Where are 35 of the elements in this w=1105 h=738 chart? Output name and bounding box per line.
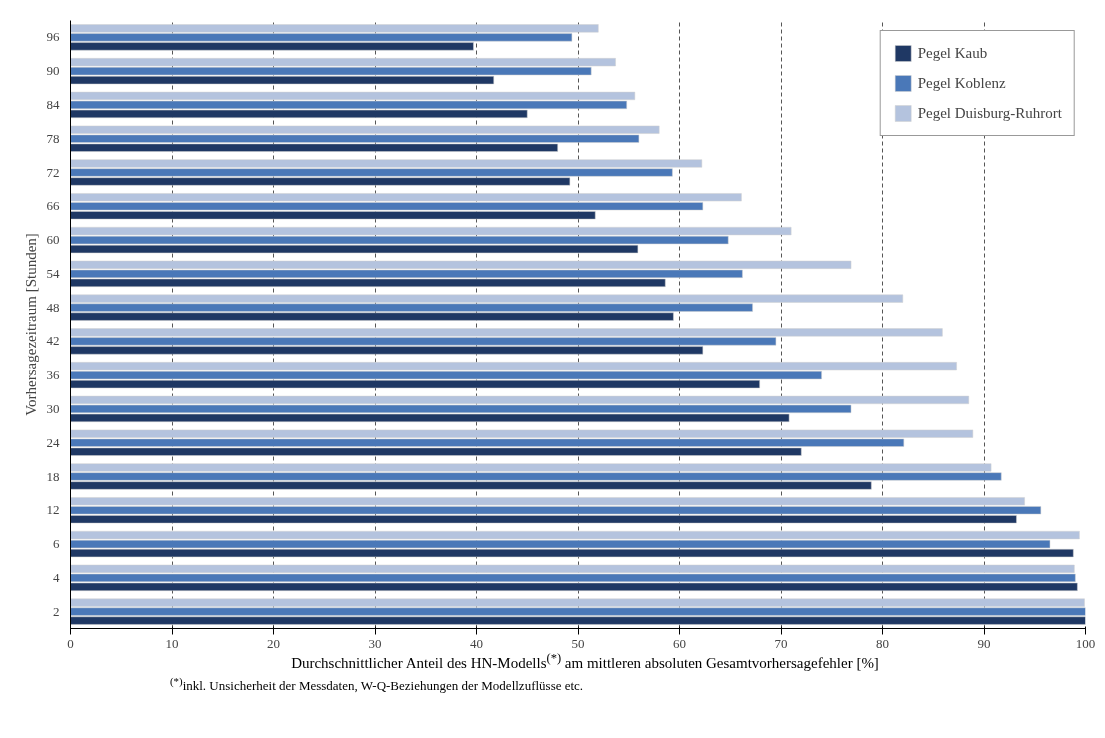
y-tick-label: 18 [46,468,60,484]
y-tick-label: 48 [46,299,60,315]
x-tick-label: 60 [673,635,686,651]
y-tick-label: 4 [53,569,60,585]
y-tick-label: 66 [46,198,60,214]
y-tick-label: 6 [53,536,60,552]
y-tick-label: 78 [46,130,60,146]
x-tick-label: 20 [267,635,280,651]
legend-label: Pegel Koblenz [917,74,1006,92]
x-axis-title: Durchschnittlicher Anteil des HN-Modells$^{(*)}$ am mittleren absoluten Gesamtvorhersagefehler [%] [291,650,879,673]
y-tick-label: 60 [46,232,60,248]
y-tick-label: 24 [46,434,60,450]
y-tick-label: 36 [46,367,60,383]
y-tick-label: 90 [46,63,60,79]
text: $^{(*)}$inkl. Unsicherheit der Messdaten, W-Q-Beziehungen der Modellzuflüsse etc. [170,674,584,696]
y-tick-label: 96 [46,29,60,45]
x-tick-label: 70 [774,635,788,651]
legend-label: Pegel Duisburg-Ruhrort [917,104,1062,122]
legend-label: Pegel Kaub [917,44,988,62]
y-tick-label: 84 [46,96,60,112]
x-tick-label: 40 [470,635,483,651]
x-tick-label: 80 [876,635,889,651]
x-tick-label: 90 [977,635,991,651]
y-tick-label: 12 [46,502,60,518]
y-tick-label: 54 [46,265,60,281]
x-tick-label: 100 [1075,635,1096,651]
y-tick-label: 30 [46,400,60,416]
y-tick-label: 2 [53,603,60,619]
y-tick-label: 72 [46,164,60,180]
x-tick-label: 10 [165,635,179,651]
x-tick-label: 30 [368,635,382,651]
x-tick-label: 0 [67,635,74,651]
y-axis-title: Vorhersagezeitraum [Stunden] [22,233,39,416]
x-tick-label: 50 [571,635,585,651]
y-tick-label: 42 [46,333,60,349]
